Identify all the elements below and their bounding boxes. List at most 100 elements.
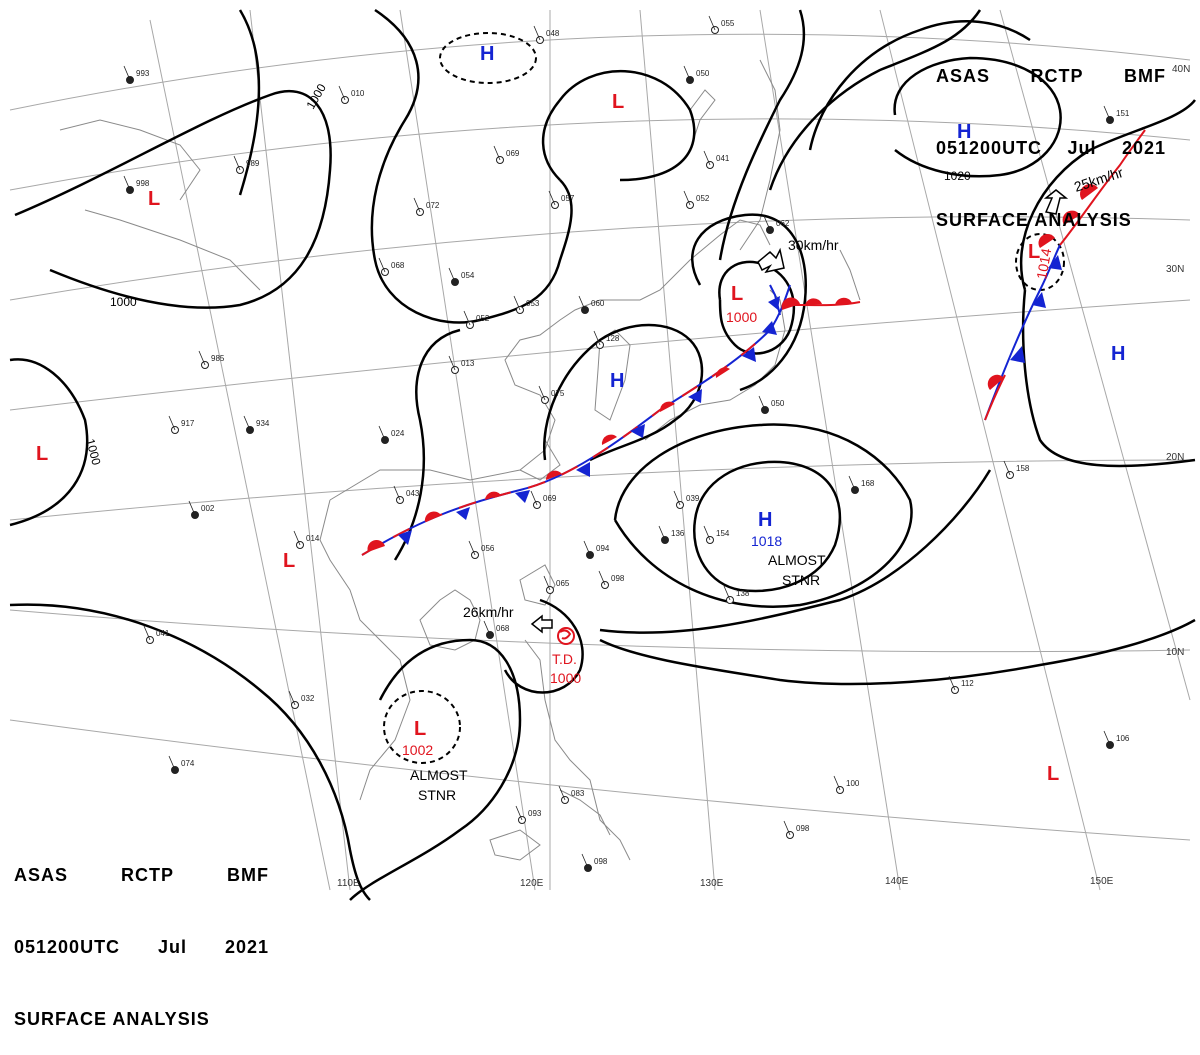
annotations: 30km/hr 25km/hr 26km/hr ALMOST STNR ALMO… [410,164,1125,803]
low-center: L [36,443,48,465]
station-pressure: 985 [211,354,225,363]
wind-barb [543,575,551,591]
station-pressure: 138 [736,589,750,598]
station-pressure: 154 [716,529,730,538]
low-center: L [283,550,295,572]
wind-barb [393,485,401,501]
wind-barb [188,500,196,516]
station-pressure: 093 [528,809,542,818]
header-line-3: SURFACE ANALYSIS [14,1007,269,1031]
station-pressure: 993 [136,69,150,78]
station-pressure: 062 [776,219,790,228]
wind-barb [948,675,956,691]
low-center: L [731,283,743,305]
wind-barb [703,525,711,541]
header-time: 051200UTC [936,138,1043,158]
wind-barb [583,540,591,556]
stationary-front [361,284,861,556]
low-center: L [612,91,624,113]
station-pressure: 041 [716,154,730,163]
station-plots: 993 010 989 998 072 068 054 052 013 934 917 985 024 0… [123,15,1130,872]
header-title: SURFACE ANALYSIS [14,1009,210,1029]
wind-barb [758,395,766,411]
td-label: T.D. [552,651,577,667]
station-pressure: 094 [596,544,610,553]
warm-front-bulges [367,297,800,552]
stnr-note: STNR [782,572,820,588]
header-code: BMF [226,865,269,885]
wind-barb [493,145,501,161]
wind-barb [683,65,691,81]
wind-barb [515,805,523,821]
wind-barb [533,25,541,41]
station-pressure: 128 [606,334,620,343]
header-line-2: 051200UTC Jul 2021 [14,935,269,959]
wind-barb [123,175,131,191]
wind-barb [683,190,691,206]
wind-barb [673,490,681,506]
wind-barb [703,150,711,166]
stnr-note: ALMOST [768,552,826,568]
stnr-note: STNR [418,787,456,803]
station-pressure: 043 [406,489,420,498]
high-center: H [1111,343,1125,365]
header-year: 2021 [1121,138,1166,158]
station-pressure: 168 [861,479,875,488]
wind-barb [1103,105,1111,121]
station-pressure: 010 [351,89,365,98]
station-pressure: 069 [506,149,520,158]
isobar-label: 1000 [303,81,329,111]
wind-barb [1103,730,1111,746]
east-front [984,129,1146,421]
wind-barb [598,570,606,586]
arrow-outline-icon [1043,189,1069,215]
station-pressure: 002 [201,504,215,513]
header-month: Jul [1067,138,1097,158]
td-speed: 26km/hr [463,604,514,620]
coordinate-labels: 110E 120E 130E 140E 150E 40N 30N 20N 10N [337,64,1190,889]
lon-label: 120E [520,878,544,889]
high-center: H [957,121,971,143]
wind-barb [243,415,251,431]
stnr-note: ALMOST [410,767,468,783]
header-line-1: ASAS RCTP BMF [936,64,1166,88]
station-pressure: 151 [1116,109,1130,118]
wind-barb [578,295,586,311]
station-pressure: 917 [181,419,195,428]
station-pressure: 013 [461,359,475,368]
center-value: 1000 [726,309,757,325]
station-pressure: 032 [301,694,315,703]
wind-barb [413,197,421,213]
header-month: Jul [158,937,188,957]
center-value: 1002 [402,742,433,758]
header-line-2: 051200UTC Jul 2021 [936,136,1166,160]
low-center: L [1028,241,1040,263]
wind-barb [288,690,296,706]
surface-analysis-map: 1000 1000 1000 1020 [9,8,1196,901]
station-pressure: 934 [256,419,270,428]
wind-barb [378,425,386,441]
header-line-1: ASAS RCTP BMF [14,863,269,887]
wind-barb [448,267,456,283]
station-pressure: 989 [246,159,260,168]
header-agency: ASAS [14,865,69,885]
station-pressure: 158 [1016,464,1030,473]
lat-label: 40N [1172,64,1190,75]
station-pressure: 048 [546,29,560,38]
lon-label: 150E [1090,876,1114,887]
station-pressure: 039 [686,494,700,503]
station-pressure: 074 [181,759,195,768]
wind-barb [468,540,476,556]
low-center: L [148,188,160,210]
arrow-outline-icon [757,247,785,274]
arrow-outline-icon [530,614,553,634]
high-center: H [758,509,772,531]
wind-barb [708,15,716,31]
wind-barb [123,65,131,81]
isobar-labels: 1000 1000 1000 1020 [83,81,971,467]
wind-barb [783,820,791,836]
station-pressure: 041 [156,629,170,638]
wind-barb [530,490,538,506]
station-pressure: 052 [476,314,490,323]
wind-barb [538,385,546,401]
